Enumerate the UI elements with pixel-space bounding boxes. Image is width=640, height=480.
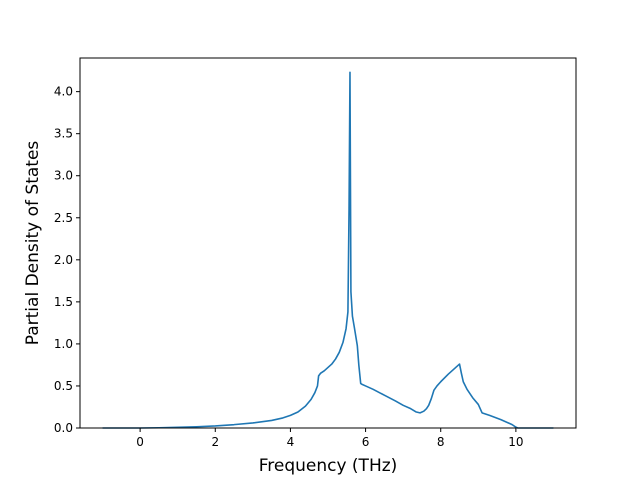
plot-background	[80, 58, 576, 428]
y-tick-label: 4.0	[54, 85, 73, 99]
y-tick-label: 2.5	[54, 211, 73, 225]
x-tick-label: 6	[362, 435, 370, 449]
y-tick-label: 1.5	[54, 295, 73, 309]
x-tick-label: 10	[508, 435, 523, 449]
x-axis-label: Frequency (THz)	[259, 456, 398, 476]
x-tick-label: 4	[287, 435, 295, 449]
y-axis-label: Partial Density of States	[23, 141, 43, 346]
series-layer	[102, 71, 554, 429]
x-tick-label: 0	[136, 435, 144, 449]
plot-frame	[79, 57, 577, 429]
y-tick-label: 2.0	[54, 253, 73, 267]
x-tick-label: 2	[211, 435, 219, 449]
y-axis-ticks: 0.0 0.5 1.0 1.5 2.0 2.5 3.0 3.5 4.0	[54, 85, 80, 435]
y-tick-label: 0.5	[54, 379, 73, 393]
pdos-line-0	[102, 71, 554, 429]
y-tick-label: 3.0	[54, 169, 73, 183]
y-tick-label: 3.5	[54, 127, 73, 141]
y-tick-label: 1.0	[54, 337, 73, 351]
x-axis-ticks: 0 2 4 6 8 10	[136, 428, 524, 449]
x-tick-label: 8	[437, 435, 445, 449]
y-tick-label: 0.0	[54, 421, 73, 435]
